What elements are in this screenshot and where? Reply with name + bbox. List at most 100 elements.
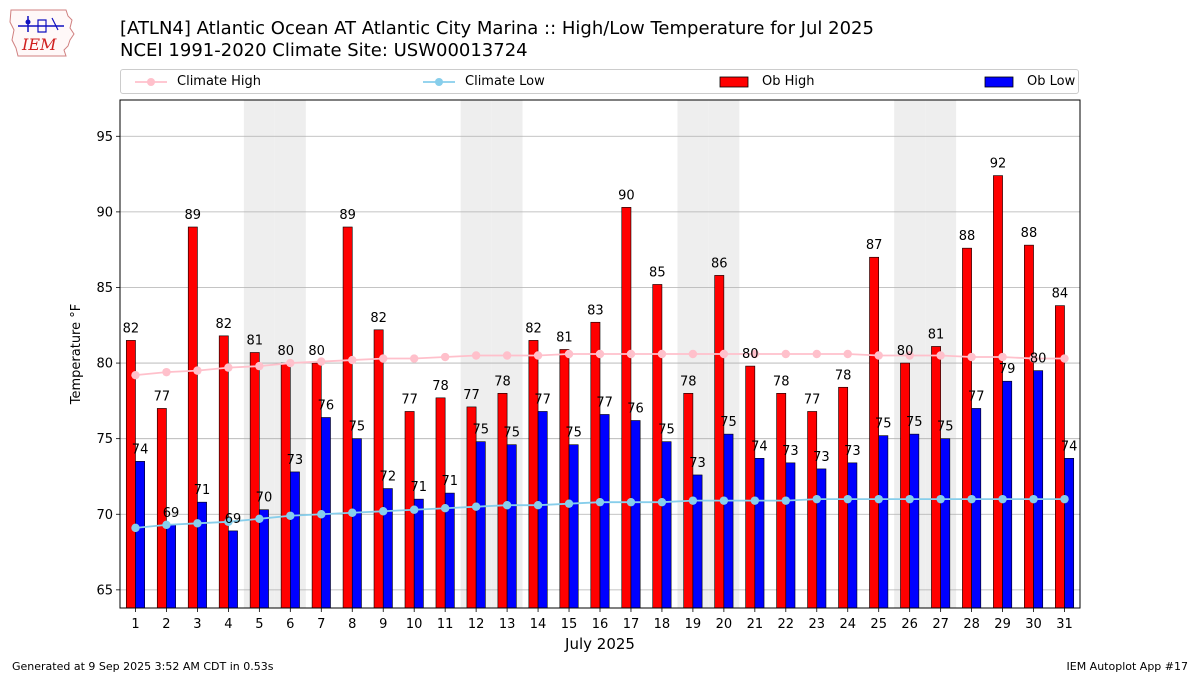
ob-high-bar (311, 362, 322, 609)
y-tick-label: 95 (96, 130, 113, 145)
ob-low-label: 74 (1061, 439, 1078, 454)
ob-low-label: 77 (596, 395, 613, 410)
ob-high-bar (249, 352, 260, 609)
weekend-shade (708, 100, 740, 608)
ob-low-bar (692, 474, 703, 609)
climate-lines (131, 349, 1069, 533)
ob-low-bar (630, 420, 641, 609)
ob-high-bar (218, 335, 229, 609)
ob-high-label: 77 (804, 392, 821, 407)
ob-high-label: 77 (463, 388, 480, 403)
climate-low-point (595, 497, 605, 507)
ob-high-bar (497, 393, 508, 609)
climate-high-point (688, 349, 698, 359)
climate-low-point (533, 500, 543, 510)
x-tick-label: 10 (406, 617, 423, 632)
chart-subtitle: NCEI 1991-2020 Climate Site: USW00013724 (120, 40, 528, 61)
ob-low-label: 71 (411, 480, 428, 495)
ob-low-label: 73 (782, 444, 799, 459)
ob-high-bar (838, 386, 849, 609)
ob-high-bar (869, 256, 880, 609)
legend-label: Climate Low (465, 74, 545, 89)
gridlines (120, 135, 1080, 591)
climate-high-point (998, 352, 1007, 362)
climate-low-point (626, 497, 636, 507)
ob-high-bar (466, 406, 477, 609)
ob-low-bar (723, 433, 734, 609)
climate-high-line (135, 353, 1065, 377)
climate-low-point (348, 508, 357, 517)
x-tick-label: 5 (255, 617, 263, 632)
climate-high-point (440, 352, 450, 362)
x-tick-label: 2 (162, 617, 170, 632)
climate-low-point (286, 511, 295, 520)
ob-low-bar (754, 458, 765, 609)
x-tick-label: 28 (963, 617, 980, 632)
ob-high-bar (404, 411, 415, 609)
climate-high-point (750, 349, 760, 359)
ob-low-label: 69 (163, 506, 180, 521)
x-tick-label: 8 (348, 617, 356, 632)
ob-low-label: 77 (534, 392, 551, 407)
climate-low-point (131, 523, 140, 533)
ob-high-label: 78 (432, 379, 449, 394)
climate-low-point (1060, 494, 1069, 504)
climate-high-point (379, 354, 388, 363)
ob-low-bar (506, 444, 517, 609)
ob-high-bar (683, 393, 694, 609)
ob-low-label: 71 (194, 483, 211, 498)
ob-high-bar (931, 346, 941, 609)
footer-app: IEM Autoplot App #17 (1066, 660, 1189, 673)
ob-low-bar (1002, 380, 1013, 609)
ob-high-bar (373, 329, 384, 609)
y-tick-label: 90 (96, 205, 113, 220)
ob-high-bar (590, 321, 601, 609)
climate-high-point (719, 349, 729, 359)
climate-high-point (812, 349, 821, 359)
ob-low-bar (1064, 458, 1075, 609)
x-tick-label: 19 (685, 617, 702, 632)
climate-low-line (135, 498, 1065, 529)
ob-low-label: 79 (999, 362, 1016, 377)
climate-low-point (905, 494, 914, 504)
ob-high-label: 78 (773, 374, 790, 389)
ob-high-label: 85 (649, 265, 666, 280)
ob-low-bar (475, 441, 486, 609)
ob-low-label: 75 (720, 415, 737, 430)
climate-low-point (224, 517, 233, 527)
legend-label: Ob High (762, 74, 815, 89)
ob-low-label: 75 (937, 420, 954, 435)
ob-low-label: 75 (472, 423, 489, 438)
ob-high-label: 88 (1021, 226, 1038, 241)
ob-high-bar (187, 226, 198, 609)
iem-logo-icon: IEM (9, 9, 75, 57)
ob-low-bar (785, 462, 796, 609)
weekend-shade (677, 100, 709, 608)
x-tick-label: 22 (778, 617, 795, 632)
climate-high-point (595, 349, 605, 359)
climate-low-point (967, 494, 976, 504)
climate-low-point (719, 496, 729, 505)
ob-high-bar (900, 362, 910, 609)
climate-low-point (162, 520, 171, 530)
x-tick-label: 17 (623, 617, 640, 632)
climate-high-point (533, 351, 543, 360)
ob-low-label: 75 (565, 426, 582, 441)
y-tick-label: 85 (96, 281, 113, 296)
climate-low-point (936, 494, 945, 504)
ob-low-bar (228, 530, 238, 609)
ob-low-label: 74 (751, 439, 768, 454)
x-tick-label: 25 (870, 617, 887, 632)
ob-high-label: 92 (990, 157, 1007, 172)
legend-label: Climate High (177, 74, 262, 89)
plot-frame (119, 99, 1081, 609)
ob-high-label: 81 (556, 330, 573, 345)
climate-low-point (193, 519, 202, 528)
y-tick-label: 75 (96, 432, 113, 447)
ob-low-bar (320, 417, 331, 609)
ob-high-label: 80 (308, 344, 325, 359)
x-tick-label: 13 (499, 617, 516, 632)
ob-high-label: 82 (123, 321, 140, 336)
ob-high-label: 77 (401, 392, 418, 407)
climate-low-point (812, 494, 821, 504)
